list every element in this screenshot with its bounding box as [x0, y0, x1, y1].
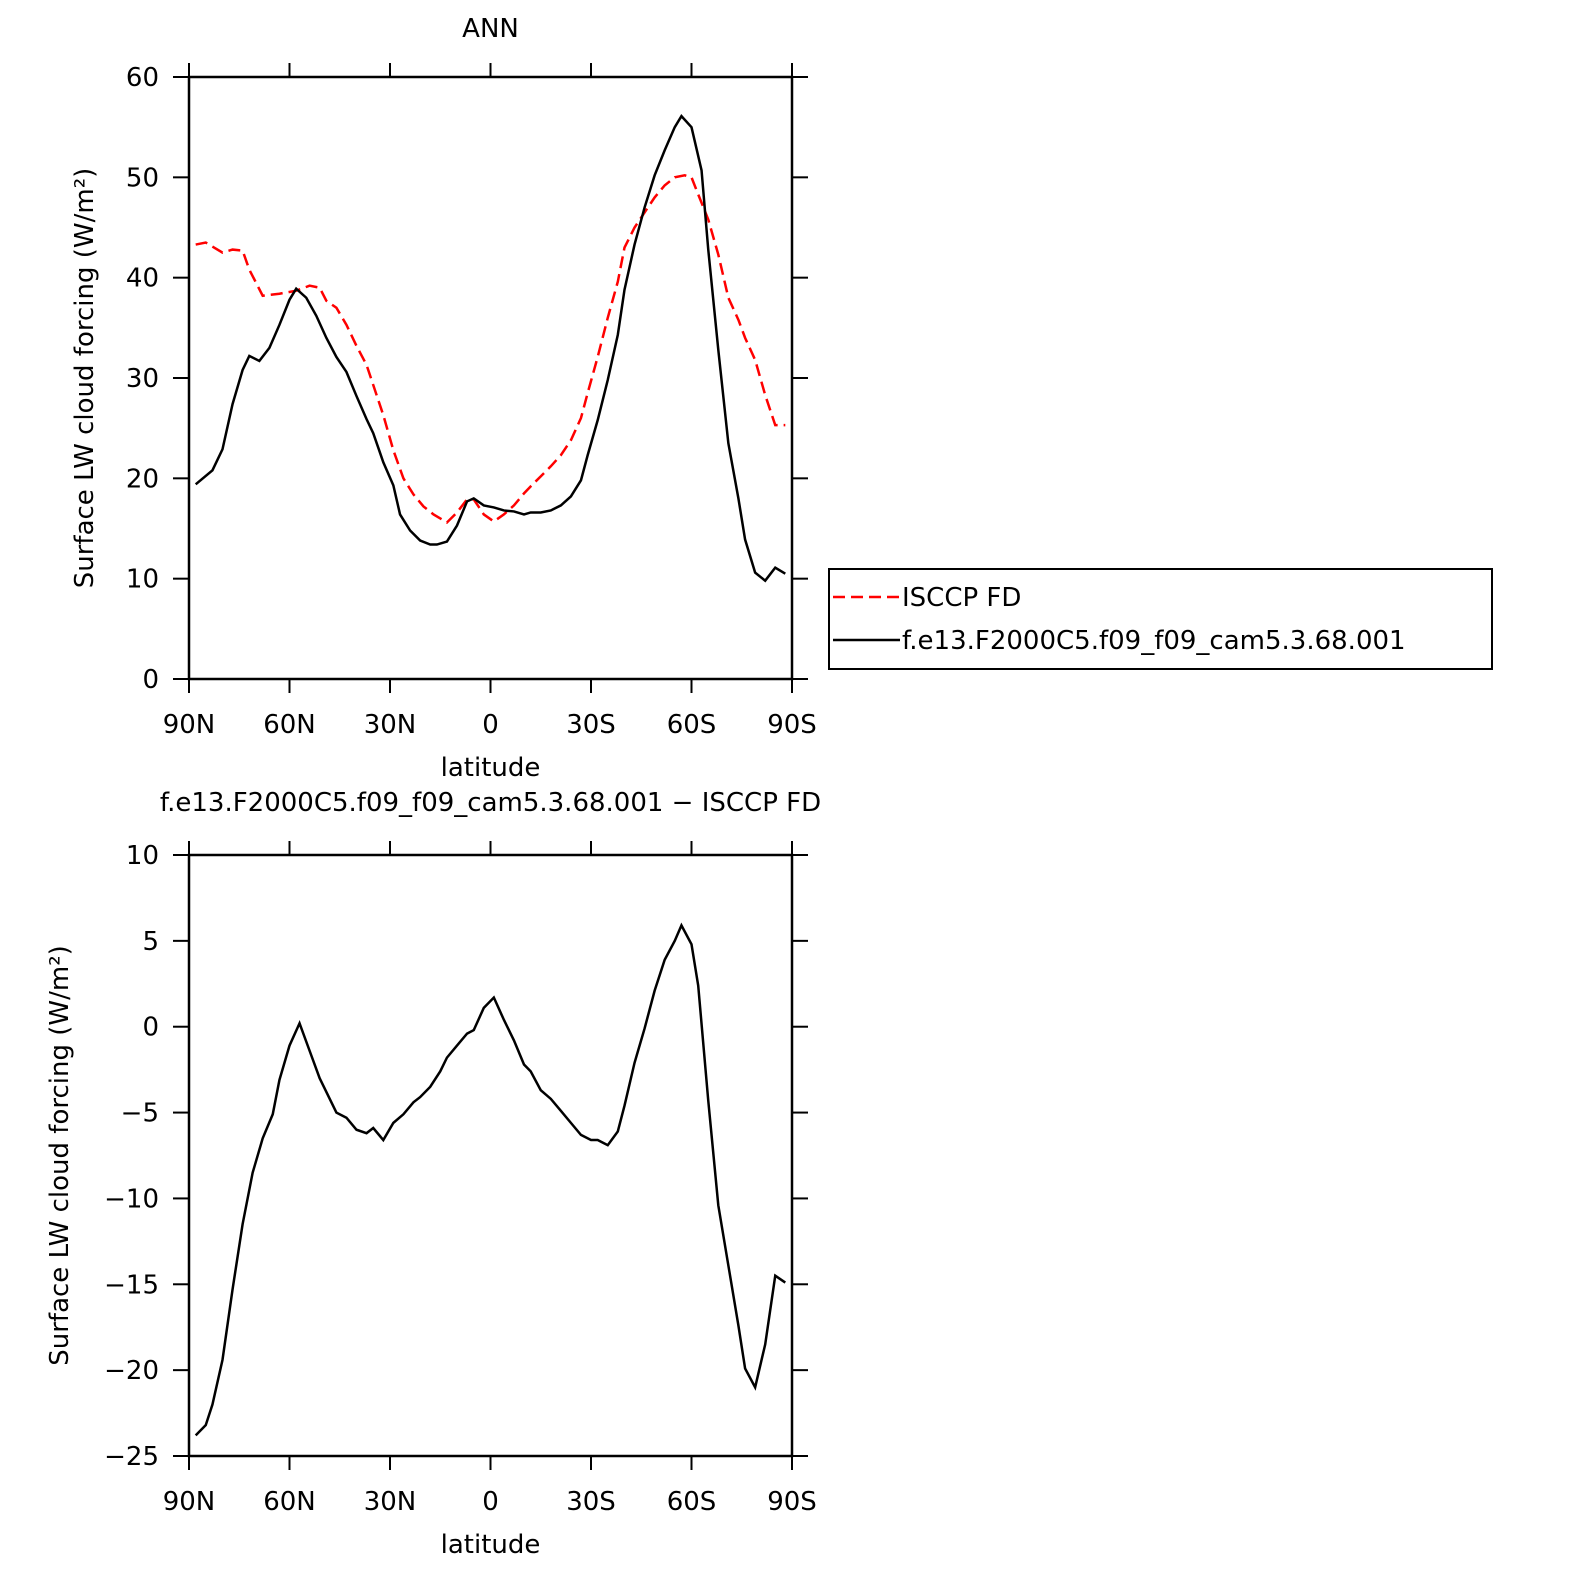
y-tick-label: −20 — [104, 1356, 159, 1386]
legend-label: f.e13.F2000C5.f09_f09_cam5.3.68.001 — [902, 626, 1406, 656]
x-axis-label: latitude — [441, 753, 541, 783]
y-tick-label: 20 — [126, 464, 159, 494]
x-tick-label: 30N — [364, 1487, 417, 1517]
x-tick-label: 90N — [163, 1487, 216, 1517]
x-tick-label: 0 — [482, 710, 499, 740]
x-tick-label: 90N — [163, 710, 216, 740]
y-tick-label: 5 — [142, 927, 159, 957]
x-tick-label: 0 — [482, 1487, 499, 1517]
y-tick-label: 60 — [126, 63, 159, 93]
y-tick-label: 0 — [142, 665, 159, 695]
y-tick-label: 10 — [126, 565, 159, 595]
y-tick-label: 50 — [126, 163, 159, 193]
x-tick-label: 30N — [364, 710, 417, 740]
x-tick-label: 30S — [566, 1487, 616, 1517]
y-tick-label: 0 — [142, 1013, 159, 1043]
x-tick-label: 60S — [667, 710, 717, 740]
y-tick-label: −10 — [104, 1184, 159, 1214]
series-line — [194, 114, 786, 583]
y-tick-label: 30 — [126, 364, 159, 394]
y-tick-label: −5 — [121, 1099, 159, 1129]
chart-title: ANN — [462, 14, 519, 44]
plot-frame — [187, 853, 794, 1458]
y-tick-label: 10 — [126, 841, 159, 871]
series-line — [194, 922, 787, 1437]
legend-label: ISCCP FD — [902, 583, 1021, 613]
y-axis-label: Surface LW cloud forcing (W/m²) — [70, 168, 100, 589]
x-tick-label: 90S — [767, 710, 817, 740]
y-tick-label: 40 — [126, 264, 159, 294]
x-tick-label: 60N — [263, 710, 316, 740]
x-axis-label: latitude — [441, 1530, 541, 1560]
series-line — [195, 174, 786, 525]
x-tick-label: 90S — [767, 1487, 817, 1517]
y-tick-label: −25 — [104, 1442, 159, 1472]
legend-box — [828, 568, 1493, 670]
chart-title: f.e13.F2000C5.f09_f09_cam5.3.68.001 − IS… — [160, 788, 821, 818]
y-tick-label: −15 — [104, 1270, 159, 1300]
x-tick-label: 30S — [566, 710, 616, 740]
x-tick-label: 60S — [667, 1487, 717, 1517]
y-axis-label: Surface LW cloud forcing (W/m²) — [45, 945, 75, 1366]
x-tick-label: 60N — [263, 1487, 316, 1517]
